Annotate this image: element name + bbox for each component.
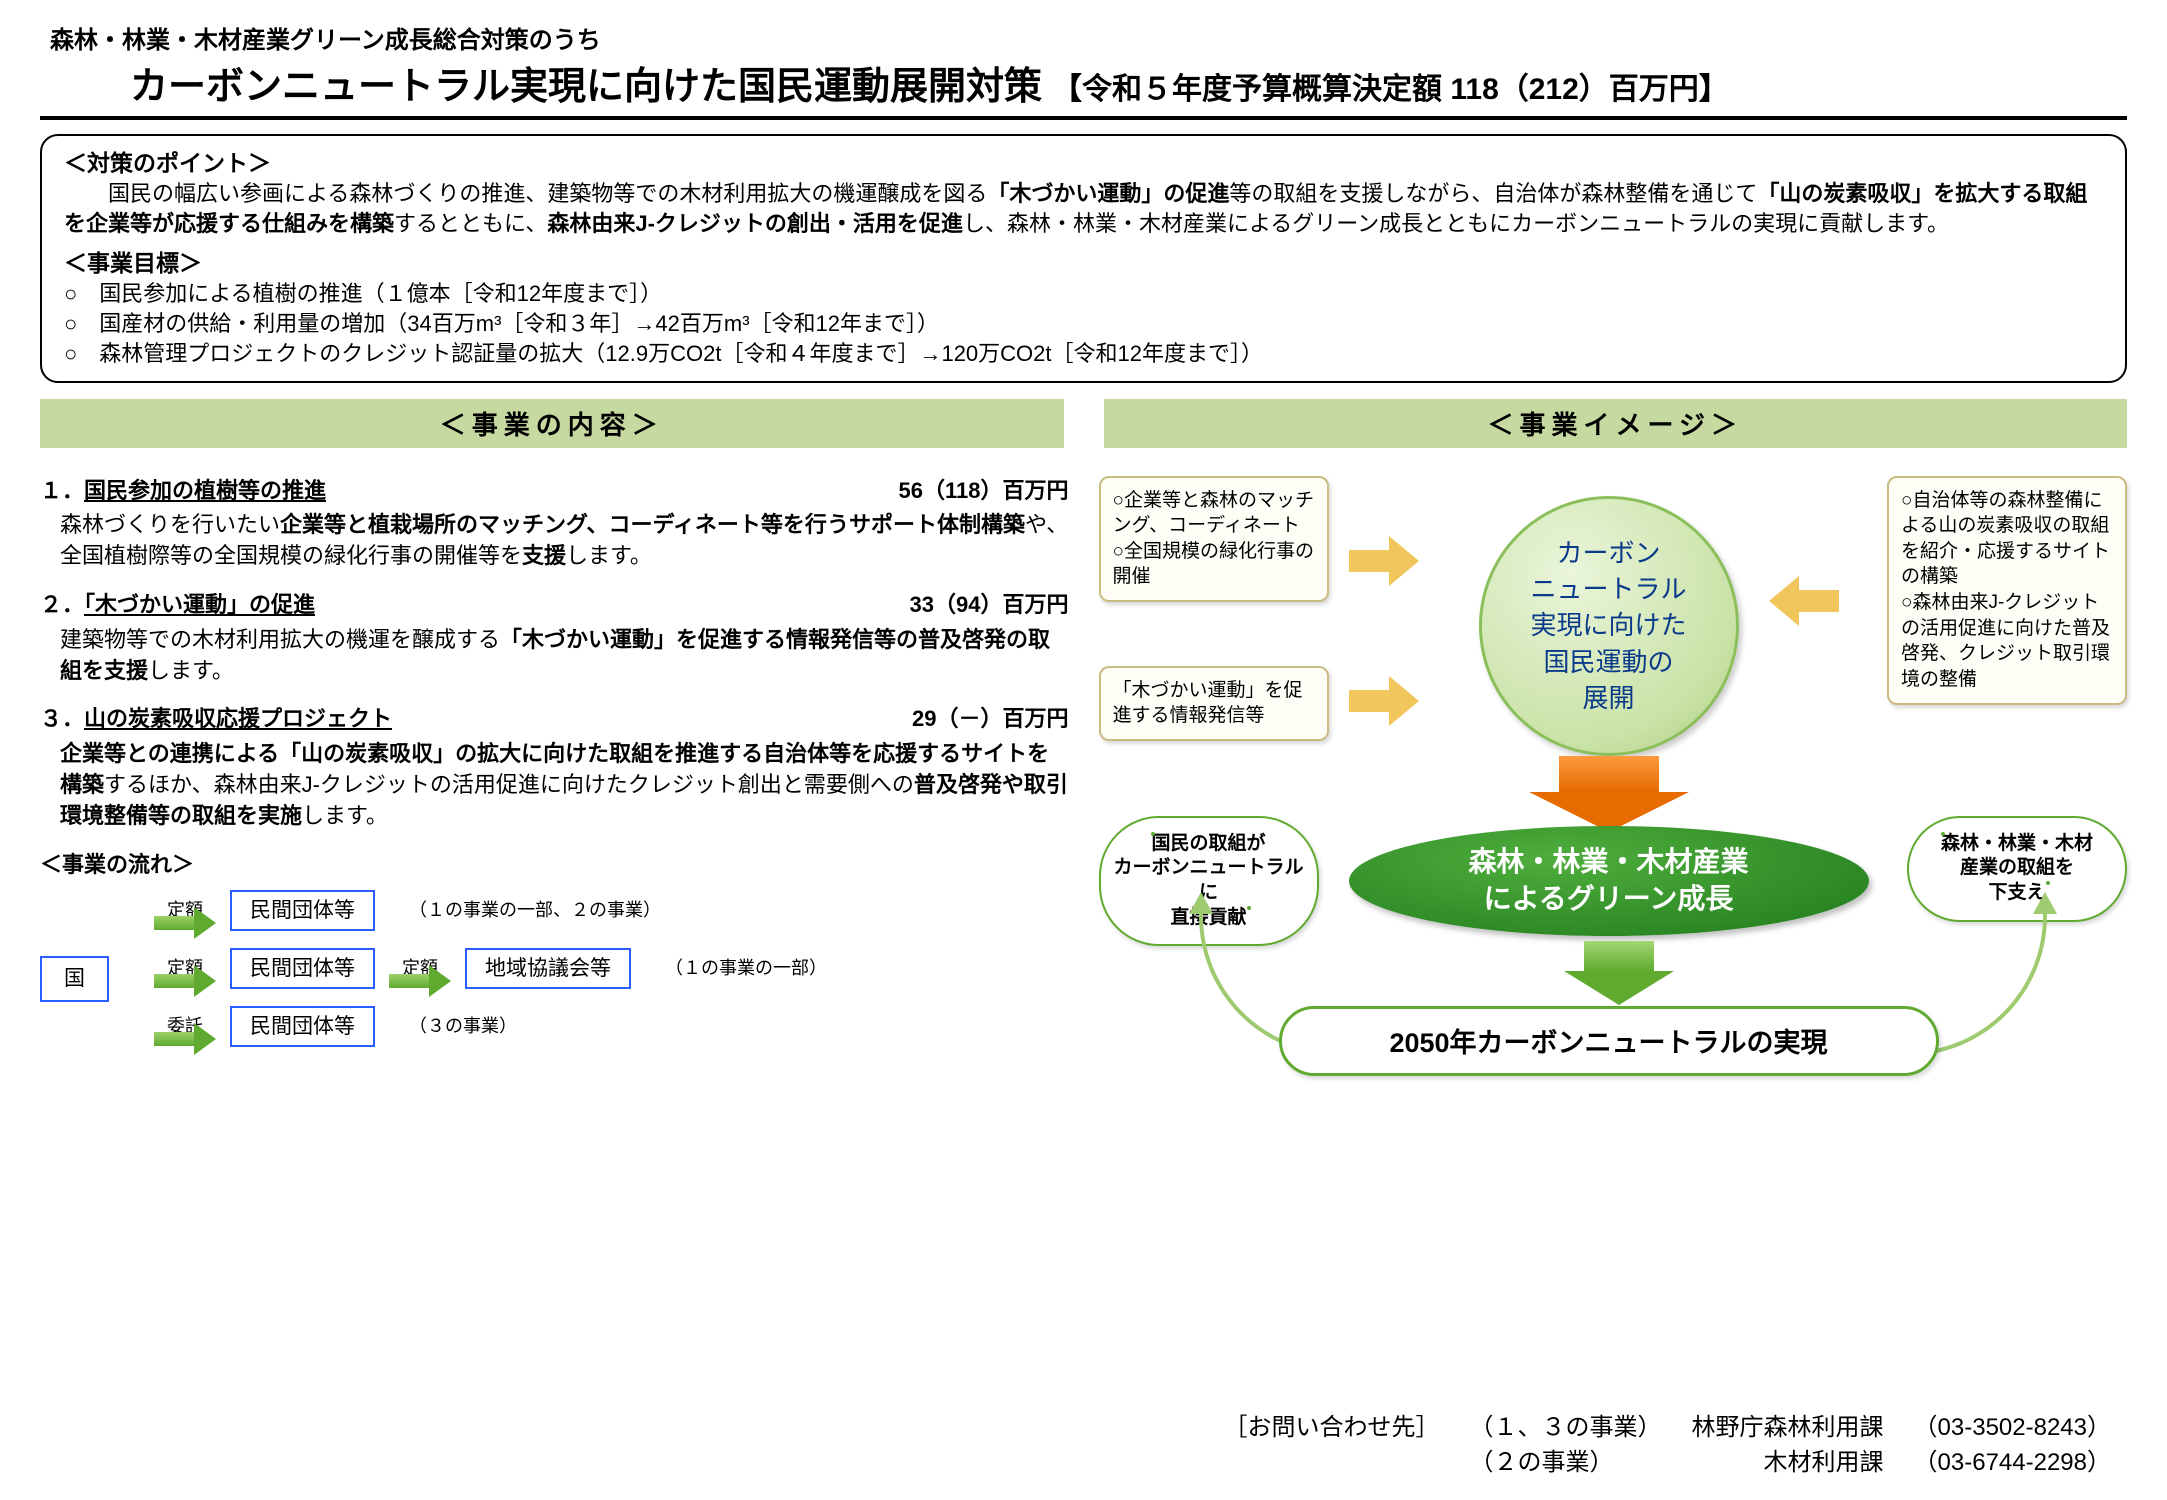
- flow-row: 定額 民間団体等 定額 地域協議会等 （１の事業の一部）: [40, 946, 1069, 990]
- goal-oval: 2050年カーボンニュートラルの実現: [1279, 1006, 1939, 1076]
- item-no: ３．: [40, 706, 84, 731]
- header-rule: [40, 116, 2127, 120]
- header-subtitle: 森林・林業・木材産業グリーン成長総合対策のうち: [50, 20, 2127, 55]
- info-box-bl: 「木づかい運動」を促進する情報発信等: [1099, 666, 1329, 741]
- flow-box: 地域協議会等: [465, 948, 631, 989]
- flow-note: （１の事業の一部、２の事業）: [409, 898, 661, 923]
- contact-scope: （２の事業）: [1456, 1446, 1676, 1480]
- item-1: １．国民参加の植樹等の推進 56（118）百万円 森林づくりを行いたい企業等と植栽…: [40, 476, 1069, 572]
- contact-tel: （03-3502-8243）: [1900, 1411, 2125, 1445]
- flow-row: 定額 民間団体等 （１の事業の一部、２の事業）: [40, 888, 1069, 932]
- flow-note: （３の事業）: [409, 1014, 517, 1039]
- page-title: カーボンニュートラル実現に向けた国民運動展開対策: [130, 55, 1042, 110]
- points-body: 国民の幅広い参画による森林づくりの推進、建築物等での木材利用拡大の機運醸成を図る…: [64, 179, 2103, 238]
- page: 森林・林業・木材産業グリーン成長総合対策のうち カーボンニュートラル実現に向けた…: [0, 0, 2167, 1306]
- goal-list: ○ 国民参加による植樹の推進（１億本［令和12年度まで］） ○ 国産材の供給・利…: [64, 279, 2103, 368]
- flow-row: 委託 民間団体等 （３の事業）: [40, 1004, 1069, 1048]
- arrow-down-orange-icon: [1529, 756, 1689, 826]
- arrow-yellow-icon: [1769, 576, 1839, 626]
- center-circle: カーボンニュートラル実現に向けた国民運動の展開: [1479, 496, 1739, 756]
- flow-country-box: 国: [40, 956, 109, 1001]
- contact-block: ［お問い合わせ先］ （１、３の事業） 林野庁森林利用課 （03-3502-824…: [1208, 1409, 2127, 1482]
- item-amount: 29（－）百万円: [912, 704, 1068, 735]
- item-2: ２．「木づかい運動」の促進 33（94）百万円 建築物等での木材利用拡大の機運を醸…: [40, 590, 1069, 686]
- item-title: 山の炭素吸収応援プロジェクト: [84, 706, 392, 731]
- goal-item: ○ 森林管理プロジェクトのクレジット認証量の拡大（12.9万CO2t［令和４年度…: [64, 339, 2103, 369]
- info-box-tl: ○企業等と森林のマッチング、コーディネート○全国規模の緑化行事の開催: [1099, 476, 1329, 603]
- item-no: ２．: [40, 592, 84, 617]
- flow-diagram: 国 定額 民間団体等 （１の事業の一部、２の事業） 定額: [40, 888, 1069, 1048]
- flow-box: 民間団体等: [230, 948, 375, 989]
- item-title: 国民参加の植樹等の推進: [84, 478, 326, 503]
- info-box-tr: ○自治体等の森林整備による山の炭素吸収の取組を紹介・応援するサイトの構築○森林由…: [1887, 476, 2127, 705]
- bar-right: ＜事業イメージ＞: [1104, 399, 2128, 448]
- item-body: 企業等との連携による「山の炭素吸収」の拡大に向けた取組を推進する自治体等を応援す…: [60, 739, 1069, 831]
- item-amount: 33（94）百万円: [910, 590, 1069, 621]
- concept-diagram: ○企業等と森林のマッチング、コーディネート○全国規模の緑化行事の開催 「木づかい…: [1099, 466, 2128, 1286]
- contact-label: ［お問い合わせ先］: [1210, 1411, 1454, 1445]
- points-box: ＜対策のポイント＞ 国民の幅広い参画による森林づくりの推進、建築物等での木材利用…: [40, 134, 2127, 383]
- header-main: カーボンニュートラル実現に向けた国民運動展開対策 【令和５年度予算概算決定額 1…: [40, 55, 2127, 110]
- item-no: １．: [40, 478, 84, 503]
- contact-tel: （03-6744-2298）: [1900, 1446, 2125, 1480]
- left-column: １．国民参加の植樹等の推進 56（118）百万円 森林づくりを行いたい企業等と植栽…: [40, 466, 1069, 1286]
- green-oval: 森林・林業・木材産業によるグリーン成長: [1349, 826, 1869, 936]
- arrow-yellow-icon: [1349, 536, 1419, 586]
- right-column: ○企業等と森林のマッチング、コーディネート○全国規模の緑化行事の開催 「木づかい…: [1099, 466, 2128, 1286]
- item-body: 森林づくりを行いたい企業等と植栽場所のマッチング、コーディネート等を行うサポート…: [60, 510, 1069, 572]
- arrow-yellow-icon: [1349, 676, 1419, 726]
- item-amount: 56（118）百万円: [899, 476, 1069, 507]
- item-body: 建築物等での木材利用拡大の機運を醸成する「木づかい運動」を促進する情報発信等の普…: [60, 625, 1069, 687]
- contact-dept: 林野庁森林利用課: [1678, 1411, 1898, 1445]
- item-3: ３．山の炭素吸収応援プロジェクト 29（－）百万円 企業等との連携による「山の炭素…: [40, 704, 1069, 831]
- arrow-down-green-icon: [1564, 941, 1674, 1005]
- budget-amount: 【令和５年度予算概算決定額 118（212）百万円】: [1052, 64, 1729, 108]
- flow-note: （１の事業の一部）: [665, 956, 827, 981]
- flow-box: 民間団体等: [230, 890, 375, 931]
- contact-scope: （１、３の事業）: [1456, 1411, 1676, 1445]
- goal-item: ○ 国産材の供給・利用量の増加（34百万m³［令和３年］→42百万m³［令和12…: [64, 309, 2103, 339]
- columns: １．国民参加の植樹等の推進 56（118）百万円 森林づくりを行いたい企業等と植栽…: [40, 466, 2127, 1286]
- item-title: 「木づかい運動」の促進: [84, 592, 315, 617]
- section-bars: ＜事業の内容＞ ＜事業イメージ＞: [40, 399, 2127, 448]
- goal-item: ○ 国民参加による植樹の推進（１億本［令和12年度まで］）: [64, 279, 2103, 309]
- bar-left: ＜事業の内容＞: [40, 399, 1064, 448]
- points-heading: ＜対策のポイント＞: [64, 148, 2103, 179]
- contact-dept: 木材利用課: [1678, 1446, 1898, 1480]
- goal-heading: ＜事業目標＞: [64, 248, 2103, 279]
- flow-box: 民間団体等: [230, 1006, 375, 1047]
- flow-title: ＜事業の流れ＞: [40, 850, 1069, 881]
